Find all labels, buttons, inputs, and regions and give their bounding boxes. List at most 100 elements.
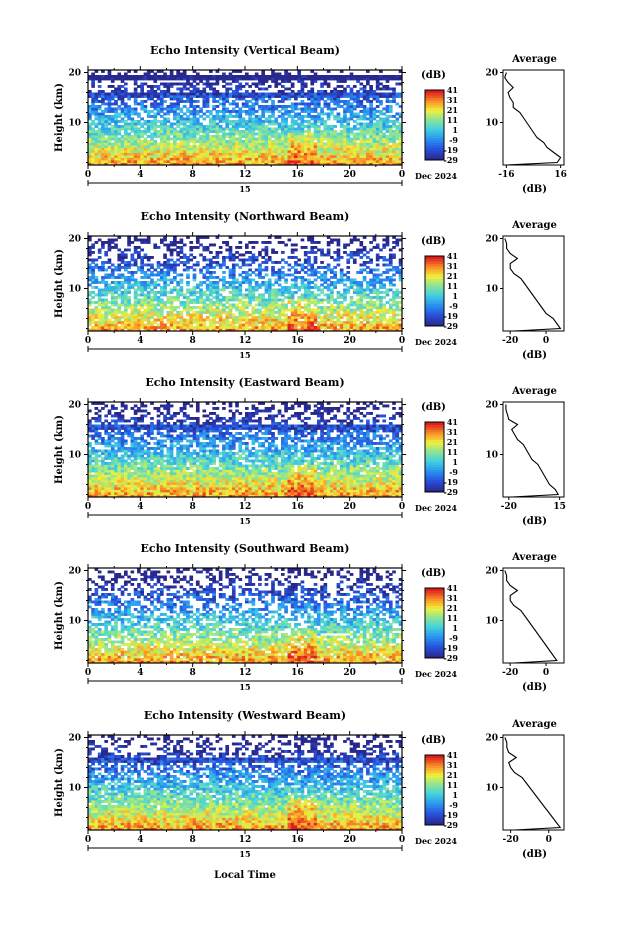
heatmap-cell bbox=[143, 162, 148, 166]
heatmap-cell bbox=[192, 85, 197, 88]
heatmap-cell bbox=[159, 75, 164, 78]
heatmap-cell bbox=[388, 258, 393, 262]
heatmap-cell bbox=[163, 122, 167, 126]
heatmap-cell bbox=[97, 105, 102, 108]
heatmap-cell bbox=[218, 318, 223, 322]
heatmap-cell bbox=[362, 115, 367, 118]
heatmap-cell bbox=[366, 318, 370, 322]
heatmap-cell bbox=[307, 150, 311, 153]
heatmap-cell bbox=[251, 308, 256, 312]
heatmap-cell bbox=[176, 313, 180, 317]
heatmap-cell bbox=[303, 291, 308, 294]
heatmap-cell bbox=[323, 102, 328, 106]
heatmap-cell bbox=[120, 150, 125, 153]
heatmap-cell bbox=[254, 100, 259, 103]
heatmap-cell bbox=[173, 110, 177, 113]
heatmap-cell bbox=[153, 162, 158, 166]
heatmap-cell bbox=[251, 321, 256, 324]
heatmap-cell bbox=[228, 306, 233, 309]
heatmap-cell bbox=[163, 253, 167, 257]
heatmap-cell bbox=[336, 281, 341, 284]
heatmap-cell bbox=[320, 162, 324, 166]
heatmap-cell bbox=[94, 263, 99, 267]
heatmap-cell bbox=[385, 263, 390, 267]
heatmap-cell bbox=[307, 313, 311, 317]
heatmap-cell bbox=[359, 311, 364, 314]
heatmap-cell bbox=[114, 145, 118, 148]
heatmap-cell bbox=[117, 130, 122, 133]
heatmap-cell bbox=[195, 122, 200, 126]
heatmap-cell bbox=[320, 120, 324, 123]
heatmap-cell bbox=[209, 162, 213, 166]
heatmap-cell bbox=[290, 308, 295, 312]
heatmap-cell bbox=[330, 276, 334, 279]
heatmap-cell bbox=[205, 155, 210, 158]
heatmap-cell bbox=[195, 72, 200, 76]
heatmap-cell bbox=[94, 137, 99, 141]
heatmap-cell bbox=[323, 313, 328, 317]
heatmap-cell bbox=[395, 77, 400, 81]
heatmap-cell bbox=[127, 140, 131, 143]
heatmap-cell bbox=[310, 115, 315, 118]
heatmap-cell bbox=[392, 122, 396, 126]
heatmap-cell bbox=[169, 77, 174, 81]
heatmap-cell bbox=[199, 142, 203, 146]
heatmap-cell bbox=[339, 120, 344, 123]
heatmap-cell bbox=[140, 311, 144, 314]
heatmap-cell bbox=[101, 278, 105, 282]
heatmap-cell bbox=[300, 95, 305, 98]
heatmap-cell bbox=[343, 80, 347, 83]
heatmap-cell bbox=[146, 268, 151, 272]
heatmap-cell bbox=[280, 323, 285, 327]
heatmap-cell bbox=[258, 162, 262, 166]
heatmap-cell bbox=[123, 105, 128, 108]
heatmap-cell bbox=[88, 150, 92, 153]
heatmap-cell bbox=[274, 326, 279, 329]
heatmap-cell bbox=[94, 313, 99, 317]
heatmap-cell bbox=[153, 92, 158, 96]
heatmap-cell bbox=[163, 92, 167, 96]
heatmap-cell bbox=[388, 147, 393, 151]
heatmap-cell bbox=[156, 301, 161, 304]
heatmap-cell bbox=[316, 75, 321, 78]
heatmap-cell bbox=[310, 92, 315, 96]
heatmap-cell bbox=[310, 273, 315, 277]
heatmap-cell bbox=[303, 157, 308, 161]
heatmap-cell bbox=[94, 157, 99, 161]
heatmap-cell bbox=[392, 328, 396, 332]
heatmap-cell bbox=[251, 155, 256, 158]
heatmap-cell bbox=[313, 130, 318, 133]
heatmap-cell bbox=[346, 162, 351, 166]
heatmap-cell bbox=[297, 95, 301, 98]
heatmap-cell bbox=[205, 303, 210, 307]
heatmap-cell bbox=[225, 77, 230, 81]
heatmap-cell bbox=[375, 298, 380, 302]
heatmap-cell bbox=[195, 145, 200, 148]
heatmap-cell bbox=[303, 328, 308, 332]
heatmap-cell bbox=[179, 251, 184, 254]
heatmap-cell bbox=[146, 293, 151, 297]
heatmap-cell bbox=[202, 137, 207, 141]
heatmap-cell bbox=[271, 115, 275, 118]
heatmap-cell bbox=[316, 105, 321, 108]
colorbar-segment bbox=[425, 107, 444, 111]
heatmap-cell bbox=[104, 102, 109, 106]
heatmap-cell bbox=[235, 296, 239, 299]
heatmap-cell bbox=[150, 160, 154, 163]
heatmap-cell bbox=[369, 301, 373, 304]
heatmap-cell bbox=[277, 291, 282, 294]
heatmap-cell bbox=[245, 95, 249, 98]
heatmap-cell bbox=[133, 102, 138, 106]
heatmap-cell bbox=[307, 130, 311, 133]
heatmap-cell bbox=[366, 326, 370, 329]
heatmap-cell bbox=[91, 82, 95, 86]
heatmap-cell bbox=[140, 122, 144, 126]
heatmap-cell bbox=[362, 268, 367, 272]
heatmap-cell bbox=[114, 102, 118, 106]
heatmap-cell bbox=[346, 261, 351, 264]
heatmap-cell bbox=[248, 256, 252, 259]
heatmap-cell bbox=[346, 160, 351, 163]
heatmap-cell bbox=[261, 293, 266, 297]
heatmap-cell bbox=[166, 278, 171, 282]
heatmap-cell bbox=[156, 266, 161, 269]
